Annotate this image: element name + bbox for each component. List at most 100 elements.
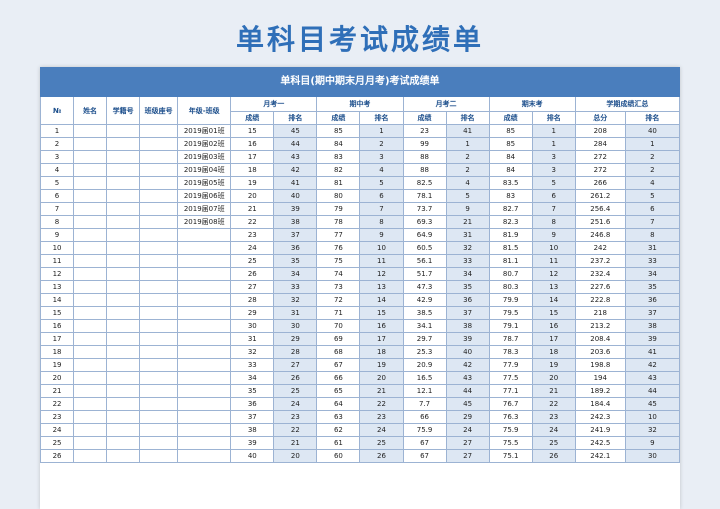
cell-no[interactable]: 11 xyxy=(40,254,75,268)
cell-name[interactable] xyxy=(73,423,108,437)
cell-name[interactable] xyxy=(73,176,108,190)
cell-student-id[interactable] xyxy=(106,202,141,216)
cell-student-id[interactable] xyxy=(106,410,141,424)
cell-score[interactable]: 19 xyxy=(230,176,275,190)
cell-score[interactable]: 78 xyxy=(316,215,361,229)
cell-total[interactable]: 198.8 xyxy=(574,358,626,372)
cell-rank[interactable]: 42 xyxy=(445,358,490,372)
cell-student-id[interactable] xyxy=(106,449,141,463)
cell-score[interactable]: 22 xyxy=(230,215,275,229)
cell-rank[interactable]: 33 xyxy=(624,254,680,268)
cell-rank[interactable]: 9 xyxy=(624,436,680,450)
cell-total[interactable]: 261.2 xyxy=(574,189,626,203)
cell-class[interactable] xyxy=(177,228,232,242)
cell-rank[interactable]: 15 xyxy=(359,306,404,320)
cell-total[interactable]: 232.4 xyxy=(574,267,626,281)
cell-rank[interactable]: 34 xyxy=(273,267,318,281)
cell-student-id[interactable] xyxy=(106,397,141,411)
cell-rank[interactable]: 2 xyxy=(624,163,680,177)
cell-class[interactable] xyxy=(177,319,232,333)
cell-class[interactable]: 2019届03班 xyxy=(177,150,232,164)
cell-seat[interactable] xyxy=(139,397,179,411)
cell-seat[interactable] xyxy=(139,358,179,372)
cell-rank[interactable]: 26 xyxy=(359,449,404,463)
cell-rank[interactable]: 14 xyxy=(359,293,404,307)
cell-total[interactable]: 203.6 xyxy=(574,345,626,359)
cell-name[interactable] xyxy=(73,319,108,333)
cell-score[interactable]: 78.3 xyxy=(488,345,533,359)
cell-total[interactable]: 251.6 xyxy=(574,215,626,229)
cell-seat[interactable] xyxy=(139,137,179,151)
cell-score[interactable]: 25.3 xyxy=(402,345,447,359)
cell-score[interactable]: 81.9 xyxy=(488,228,533,242)
cell-score[interactable]: 64 xyxy=(316,397,361,411)
cell-score[interactable]: 60 xyxy=(316,449,361,463)
cell-rank[interactable]: 31 xyxy=(273,306,318,320)
cell-total[interactable]: 266 xyxy=(574,176,626,190)
cell-rank[interactable]: 5 xyxy=(624,189,680,203)
cell-rank[interactable]: 6 xyxy=(624,202,680,216)
cell-rank[interactable]: 44 xyxy=(624,384,680,398)
cell-no[interactable]: 21 xyxy=(40,384,75,398)
cell-student-id[interactable] xyxy=(106,293,141,307)
cell-score[interactable]: 83.5 xyxy=(488,176,533,190)
cell-total[interactable]: 284 xyxy=(574,137,626,151)
cell-score[interactable]: 70 xyxy=(316,319,361,333)
cell-student-id[interactable] xyxy=(106,332,141,346)
cell-class[interactable] xyxy=(177,436,232,450)
cell-class[interactable]: 2019届05班 xyxy=(177,176,232,190)
cell-score[interactable]: 38.5 xyxy=(402,306,447,320)
cell-score[interactable]: 12.1 xyxy=(402,384,447,398)
cell-no[interactable]: 24 xyxy=(40,423,75,437)
cell-rank[interactable]: 15 xyxy=(531,306,576,320)
cell-name[interactable] xyxy=(73,137,108,151)
cell-rank[interactable]: 25 xyxy=(531,436,576,450)
cell-rank[interactable]: 20 xyxy=(273,449,318,463)
cell-rank[interactable]: 11 xyxy=(359,254,404,268)
cell-seat[interactable] xyxy=(139,254,179,268)
cell-score[interactable]: 42.9 xyxy=(402,293,447,307)
cell-rank[interactable]: 10 xyxy=(624,410,680,424)
cell-score[interactable]: 75.1 xyxy=(488,449,533,463)
cell-student-id[interactable] xyxy=(106,137,141,151)
cell-no[interactable]: 9 xyxy=(40,228,75,242)
cell-name[interactable] xyxy=(73,163,108,177)
cell-rank[interactable]: 42 xyxy=(624,358,680,372)
cell-student-id[interactable] xyxy=(106,436,141,450)
cell-rank[interactable]: 32 xyxy=(273,293,318,307)
cell-score[interactable]: 60.5 xyxy=(402,241,447,255)
cell-rank[interactable]: 3 xyxy=(531,163,576,177)
cell-student-id[interactable] xyxy=(106,163,141,177)
cell-rank[interactable]: 26 xyxy=(531,449,576,463)
cell-rank[interactable]: 2 xyxy=(445,163,490,177)
cell-score[interactable]: 73.7 xyxy=(402,202,447,216)
cell-rank[interactable]: 41 xyxy=(445,124,490,138)
cell-name[interactable] xyxy=(73,384,108,398)
cell-no[interactable]: 17 xyxy=(40,332,75,346)
cell-score[interactable]: 66 xyxy=(402,410,447,424)
cell-name[interactable] xyxy=(73,371,108,385)
cell-score[interactable]: 79 xyxy=(316,202,361,216)
cell-total[interactable]: 242.5 xyxy=(574,436,626,450)
cell-student-id[interactable] xyxy=(106,371,141,385)
cell-total[interactable]: 237.2 xyxy=(574,254,626,268)
cell-student-id[interactable] xyxy=(106,124,141,138)
cell-total[interactable]: 208 xyxy=(574,124,626,138)
cell-rank[interactable]: 27 xyxy=(445,449,490,463)
cell-score[interactable]: 85 xyxy=(316,124,361,138)
cell-rank[interactable]: 5 xyxy=(531,176,576,190)
cell-rank[interactable]: 3 xyxy=(531,150,576,164)
cell-student-id[interactable] xyxy=(106,423,141,437)
cell-rank[interactable]: 7 xyxy=(359,202,404,216)
cell-no[interactable]: 6 xyxy=(40,189,75,203)
cell-no[interactable]: 2 xyxy=(40,137,75,151)
cell-class[interactable] xyxy=(177,306,232,320)
cell-rank[interactable]: 1 xyxy=(359,124,404,138)
cell-rank[interactable]: 1 xyxy=(531,124,576,138)
cell-name[interactable] xyxy=(73,358,108,372)
cell-student-id[interactable] xyxy=(106,384,141,398)
cell-score[interactable]: 77 xyxy=(316,228,361,242)
cell-rank[interactable]: 1 xyxy=(624,137,680,151)
cell-rank[interactable]: 17 xyxy=(359,332,404,346)
cell-student-id[interactable] xyxy=(106,176,141,190)
